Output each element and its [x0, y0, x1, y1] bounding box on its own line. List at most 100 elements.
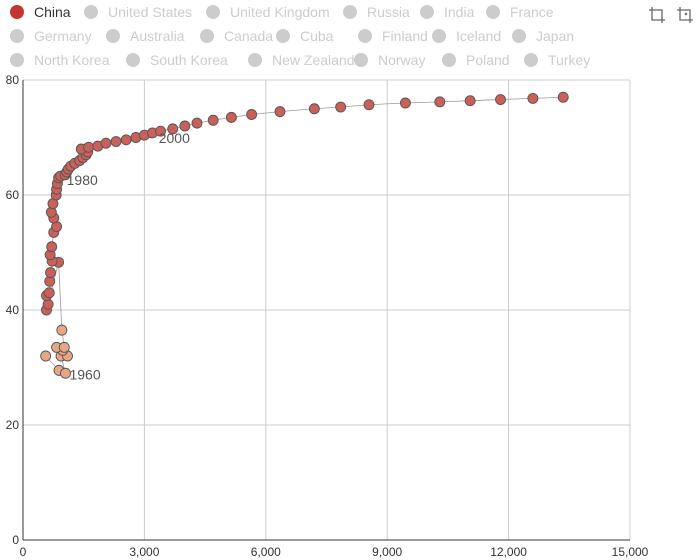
x-tick-label: 6,000 — [251, 545, 281, 559]
data-point — [46, 241, 58, 253]
legend-label: Iceland — [456, 28, 502, 44]
legend-swatch — [432, 29, 446, 43]
trajectory-segment — [279, 107, 315, 113]
data-point — [100, 137, 112, 149]
data-point — [120, 134, 132, 146]
legend-label: United States — [108, 4, 193, 20]
legend-label: Canada — [224, 28, 274, 44]
data-point — [40, 350, 52, 362]
legend-swatch — [106, 29, 120, 43]
legend-swatch — [84, 5, 98, 19]
legend-label: Norway — [378, 52, 426, 68]
legend-label: India — [444, 4, 475, 20]
x-tick-label: 12,000 — [490, 545, 527, 559]
data-point — [56, 324, 68, 336]
crop-icon[interactable] — [648, 6, 666, 24]
x-tick-label: 0 — [20, 545, 27, 559]
year-annotation: 1980 — [67, 172, 98, 188]
data-point — [399, 97, 411, 109]
legend-swatch — [276, 29, 290, 43]
data-point — [246, 109, 258, 120]
legend-label: Finland — [382, 28, 428, 44]
data-point — [335, 101, 347, 113]
legend-label: Poland — [466, 52, 510, 68]
legend-swatch — [486, 5, 500, 19]
legend-swatch — [420, 5, 434, 19]
legend-item-australia[interactable]: Australia — [106, 28, 184, 44]
data-point — [110, 136, 122, 147]
data-point — [179, 120, 191, 132]
legend-item-north-korea[interactable]: North Korea — [10, 52, 109, 68]
y-tick-label: 40 — [6, 303, 20, 317]
legend-label: China — [34, 4, 71, 20]
legend-item-norway[interactable]: Norway — [354, 52, 425, 68]
legend-item-france[interactable]: France — [486, 4, 554, 20]
legend-label: Cuba — [300, 28, 334, 44]
legend-label: Turkey — [548, 52, 591, 68]
legend-label: Russia — [367, 4, 410, 20]
data-point — [58, 341, 70, 353]
legend-swatch — [206, 5, 220, 19]
legend-item-russia[interactable]: Russia — [343, 4, 410, 20]
trajectory-segment — [57, 261, 63, 331]
toolbox — [648, 6, 694, 24]
legend-item-south-korea[interactable]: South Korea — [126, 52, 228, 68]
y-tick-label: 20 — [6, 418, 20, 432]
data-point — [363, 99, 375, 111]
legend-swatch — [524, 53, 538, 67]
trajectory-segment — [368, 101, 406, 106]
legend-item-germany[interactable]: Germany — [10, 28, 92, 44]
legend-label: United Kingdom — [230, 4, 330, 20]
legend-item-cuba[interactable]: Cuba — [276, 28, 333, 44]
legend-item-japan[interactable]: Japan — [512, 28, 574, 44]
legend-label: New Zealand — [272, 52, 355, 68]
restore-icon[interactable] — [676, 6, 694, 24]
year-annotation: 1960 — [69, 366, 100, 382]
legend-label: Australia — [130, 28, 185, 44]
legend-swatch — [10, 53, 24, 67]
legend-swatch — [442, 53, 456, 67]
data-point — [191, 117, 203, 129]
legend-item-finland[interactable]: Finland — [358, 28, 428, 44]
data-point — [464, 95, 476, 107]
data-point — [167, 123, 179, 135]
x-tick-label: 15,000 — [612, 545, 649, 559]
legend-swatch — [200, 29, 214, 43]
trajectory-segment — [405, 100, 441, 104]
legend-label: Japan — [536, 28, 575, 44]
y-tick-label: 0 — [12, 533, 19, 547]
legend-item-china[interactable]: China — [10, 4, 71, 20]
data-point — [207, 114, 219, 126]
legend-item-turkey[interactable]: Turkey — [524, 52, 590, 68]
data-point — [434, 96, 446, 108]
legend-label: South Korea — [150, 52, 228, 68]
legend-swatch — [10, 29, 24, 43]
data-point — [225, 111, 237, 123]
x-tick-label: 9,000 — [372, 545, 402, 559]
legend-swatch — [512, 29, 526, 43]
x-tick-label: 3,000 — [129, 545, 159, 559]
data-point — [274, 106, 286, 118]
data-point — [45, 267, 56, 279]
y-tick-label: 80 — [6, 73, 20, 87]
data-point — [527, 92, 539, 104]
legend-swatch — [358, 29, 372, 43]
legend-item-india[interactable]: India — [420, 4, 474, 20]
legend-swatch — [10, 5, 24, 19]
data-point — [308, 103, 320, 115]
legend-swatch — [354, 53, 368, 67]
legend-label: France — [510, 4, 554, 20]
legend-swatch — [248, 53, 262, 67]
y-tick-label: 60 — [6, 188, 20, 202]
legend-label: Germany — [34, 28, 92, 44]
legend-item-canada[interactable]: Canada — [200, 28, 273, 44]
data-point — [155, 125, 167, 137]
legend-item-new-zealand[interactable]: New Zealand — [248, 52, 355, 68]
legend-item-united-kingdom[interactable]: United Kingdom — [206, 4, 330, 20]
data-point — [495, 94, 506, 106]
legend-item-poland[interactable]: Poland — [442, 52, 510, 68]
legend-item-iceland[interactable]: Iceland — [432, 28, 501, 44]
legend-item-united-states[interactable]: United States — [84, 4, 192, 20]
data-point — [43, 287, 55, 299]
